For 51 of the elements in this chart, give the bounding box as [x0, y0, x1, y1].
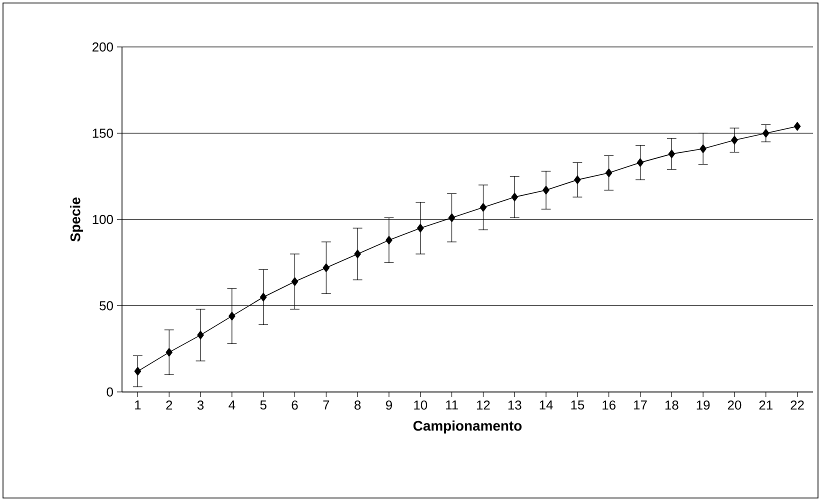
point	[134, 366, 142, 376]
x-tick-label: 13	[508, 400, 522, 410]
point	[354, 250, 361, 258]
point	[260, 292, 267, 302]
point	[511, 192, 518, 202]
x-tick-label: 1	[135, 400, 141, 410]
x-tick-label: 9	[386, 400, 392, 410]
y-tick-label: 50	[100, 301, 113, 310]
x-tick-label: 21	[759, 400, 772, 410]
point	[166, 348, 173, 357]
x-tick-label: 7	[323, 400, 330, 410]
point	[731, 136, 738, 145]
x-tick-label: 11	[446, 400, 458, 410]
y-tick-label: 200	[92, 42, 113, 52]
point	[605, 168, 612, 178]
point	[228, 312, 236, 320]
x-tick-label: 22	[790, 400, 804, 410]
y-tick-label: 100	[92, 214, 113, 224]
x-tick-label: 5	[260, 400, 266, 410]
x-tick-label: 20	[728, 400, 742, 410]
x-tick-label: 18	[665, 400, 678, 410]
x-tick-label: 3	[197, 400, 204, 410]
x-tick-label: 8	[354, 400, 361, 410]
x-tick-label: 19	[696, 400, 710, 410]
x-tick-label: 6	[292, 400, 298, 410]
point	[448, 213, 456, 222]
point	[291, 277, 298, 286]
point	[197, 330, 204, 340]
x-tick-label: 10	[414, 400, 428, 410]
point	[542, 186, 550, 195]
point	[386, 236, 392, 245]
point	[700, 144, 706, 154]
y-axis-title: Specie	[70, 197, 84, 242]
x-tick-label: 4	[228, 400, 236, 410]
point	[668, 150, 676, 158]
point	[480, 203, 487, 212]
point	[794, 122, 801, 131]
point	[574, 175, 581, 184]
x-axis-title: Campionamento	[413, 420, 522, 434]
point	[416, 224, 424, 233]
point	[636, 158, 644, 167]
x-tick-label: 15	[571, 400, 584, 410]
point	[762, 128, 770, 138]
x-tick-label: 12	[476, 400, 490, 410]
x-tick-label: 17	[634, 400, 647, 410]
x-tick-label: 14	[540, 400, 553, 410]
x-tick-label: 16	[602, 400, 616, 410]
y-tick-label: 150	[92, 128, 113, 138]
point	[322, 263, 330, 272]
y-tick-label: 0	[106, 387, 113, 397]
x-tick-label: 2	[166, 400, 172, 410]
